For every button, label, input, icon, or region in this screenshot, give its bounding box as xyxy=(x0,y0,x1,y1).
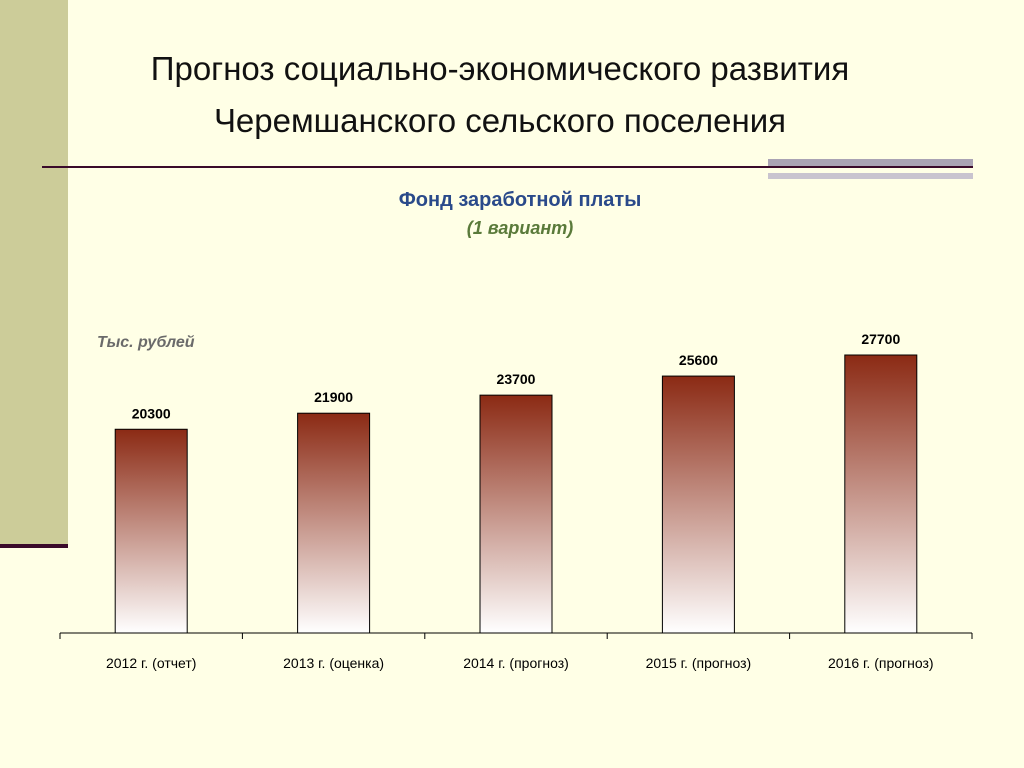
x-tick-label: 2014 г. (прогноз) xyxy=(463,655,569,671)
chart-title: Фонд заработной платы xyxy=(398,189,642,211)
y-unit-label: Тыс. рублей xyxy=(97,334,195,351)
title-rule-accent-lower xyxy=(768,173,973,179)
data-label: 23700 xyxy=(497,371,536,387)
bar xyxy=(479,394,553,634)
slide-title-line2: Черемшанского сельского поселения xyxy=(213,102,787,139)
title-rule xyxy=(42,166,973,168)
x-tick-label: 2016 г. (прогноз) xyxy=(828,655,934,671)
left-decor-underline xyxy=(0,544,68,548)
x-tick-label: 2015 г. (прогноз) xyxy=(646,655,752,671)
data-label: 27700 xyxy=(861,331,900,347)
x-tick-label: 2013 г. (оценка) xyxy=(283,655,384,671)
x-tick-label: 2012 г. (отчет) xyxy=(106,655,196,671)
data-label: 20300 xyxy=(132,405,171,421)
chart-subtitle: (1 вариант) xyxy=(466,218,574,238)
bar xyxy=(661,375,735,634)
bar xyxy=(844,354,918,634)
data-label: 25600 xyxy=(679,352,718,368)
title-rule-accent xyxy=(768,159,973,166)
bar xyxy=(114,428,188,634)
left-decor-band xyxy=(0,0,68,547)
data-label: 21900 xyxy=(314,389,353,405)
slide-title-line1: Прогноз социально-экономического развити… xyxy=(150,50,850,87)
bar xyxy=(297,412,371,634)
